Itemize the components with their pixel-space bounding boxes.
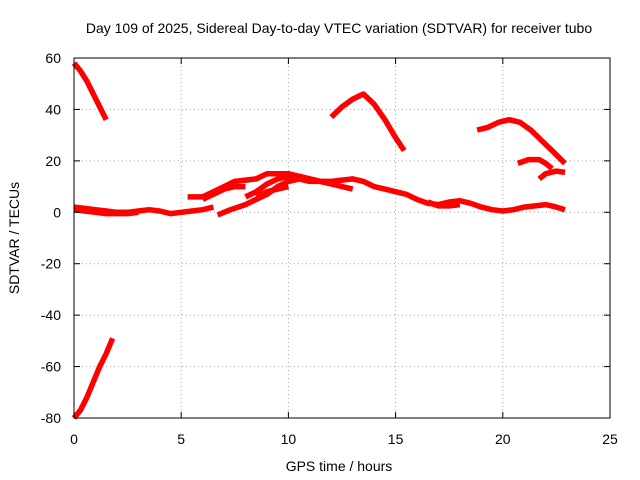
y-tick-label: -40 [41,307,61,323]
y-tick-label: 40 [45,101,61,117]
series-line-arc-10 [426,199,461,209]
series-line-arc-12 [476,116,567,166]
x-tick-label: 10 [281,431,297,447]
x-axis-title: GPS time / hours [286,458,393,474]
tick-layer: 0 5 10 15 20 25 -80 -60 -40 -20 0 20 40 60 [41,50,618,447]
x-tick-label: 25 [602,431,618,447]
series-line-arc-14 [537,168,566,182]
series-line-arc-8 [244,173,566,214]
y-tick-label: -80 [41,410,61,426]
series-line-arc-4 [73,206,139,217]
series-layer [71,61,567,420]
plot-frame [73,57,611,419]
x-tick-label: 20 [495,431,511,447]
x-tick-label: 5 [177,431,185,447]
series-line-arc-11 [329,91,407,153]
y-tick-label: 60 [45,50,61,66]
y-tick-label: 20 [45,153,61,169]
y-tick-label: 0 [53,204,61,220]
y-axis-title: SDTVAR / TECUs [6,182,22,294]
series-line-arc-6 [201,183,246,202]
grid-layer [74,58,610,418]
x-tick-label: 15 [388,431,404,447]
series-line-arc-13 [516,156,554,171]
series-line-arc-1 [71,61,109,121]
chart-title: Day 109 of 2025, Sidereal Day-to-day VTE… [86,20,593,36]
series-line-arc-2 [71,337,116,420]
series-line-arc-9 [255,183,290,200]
x-tick-label: 0 [70,431,78,447]
y-tick-label: -20 [41,256,61,272]
y-tick-label: -60 [41,359,61,375]
